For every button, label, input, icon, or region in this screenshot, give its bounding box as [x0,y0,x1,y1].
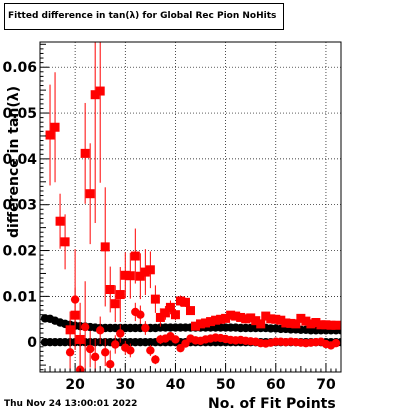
data-point [236,312,246,322]
data-point [186,306,195,316]
data-point [60,237,70,247]
data-point [70,295,80,304]
data-point [145,265,155,275]
y-tick-label: 0.05 [2,106,37,122]
data-point [231,311,241,321]
x-tick-label: 70 [316,377,336,393]
data-point [125,271,135,281]
data-point [150,294,160,304]
y-tick-label: 0 [27,335,37,351]
data-point [180,297,190,307]
series-1 [65,249,341,372]
data-point [306,319,316,329]
data-point [206,317,216,327]
data-point [165,302,175,312]
y-tick-label: 0.03 [2,198,37,214]
y-tick-label: 0.02 [2,244,37,260]
data-point [251,316,261,326]
data-point [326,320,336,330]
x-axis-label: No. of Fit Points [208,396,336,412]
data-point [241,314,251,324]
data-point [85,344,95,354]
data-point [55,216,65,226]
data-point [151,355,160,364]
data-point [160,308,170,318]
data-point [281,318,291,328]
data-point [100,242,110,252]
chart-title: Fitted difference in tan(λ) for Global R… [4,3,284,30]
data-point [126,346,135,355]
data-point [266,314,276,324]
data-point [155,312,165,322]
y-tick-label: 0.06 [2,60,37,76]
data-point [286,318,296,328]
x-tick-label: 30 [116,377,136,393]
data-point [101,348,110,357]
data-point [111,340,120,349]
data-point [216,314,226,324]
timestamp: Thu Nov 24 13:00:01 2022 [4,399,138,409]
data-point [85,189,95,199]
data-point [271,314,281,324]
x-tick-label: 60 [266,377,286,393]
data-point [105,285,115,294]
data-point [141,323,150,333]
data-point [65,348,75,357]
series-0 [45,42,341,372]
data-point [95,86,105,96]
data-point [80,148,90,158]
data-point [115,290,125,300]
data-point [106,360,115,369]
data-point [90,90,100,100]
data-point [246,313,256,323]
data-series [40,42,341,372]
data-point [296,313,306,323]
data-point [80,322,90,332]
data-point [311,318,321,327]
data-point [146,346,155,355]
x-tick-label: 40 [166,377,186,393]
data-point [175,296,185,306]
data-point [291,319,301,329]
y-axis-label: difference in tan(λ) [6,86,22,238]
y-tick-label: 0.04 [2,152,37,168]
data-point [90,352,100,362]
y-tick-label: 0.01 [2,289,37,305]
data-point [171,335,180,344]
x-tick-label: 20 [65,377,85,393]
data-point [116,329,125,338]
data-point [120,270,130,280]
data-point [256,319,266,329]
data-point [261,311,271,321]
data-point [321,320,331,330]
data-point [170,310,180,320]
data-point [130,251,140,261]
data-point [65,325,75,335]
data-point [221,313,231,323]
data-point [45,130,55,140]
axis-ticks: 20 30 40 50 60 70 0 0.01 0.02 0.03 0.04 0.05 0.06 [2,43,342,393]
data-point [136,310,145,319]
x-tick-label: 50 [216,377,236,393]
data-point [211,315,221,325]
data-point [316,320,326,330]
data-point [331,338,341,348]
data-point [191,321,201,331]
data-point [201,318,211,328]
data-point [276,315,286,325]
data-point [331,320,341,330]
data-point [135,271,145,281]
data-point [196,319,206,329]
data-point [140,267,150,277]
data-point [96,326,105,335]
data-point [301,316,311,326]
data-point [110,299,120,309]
data-point [226,310,236,320]
data-point [50,122,60,132]
